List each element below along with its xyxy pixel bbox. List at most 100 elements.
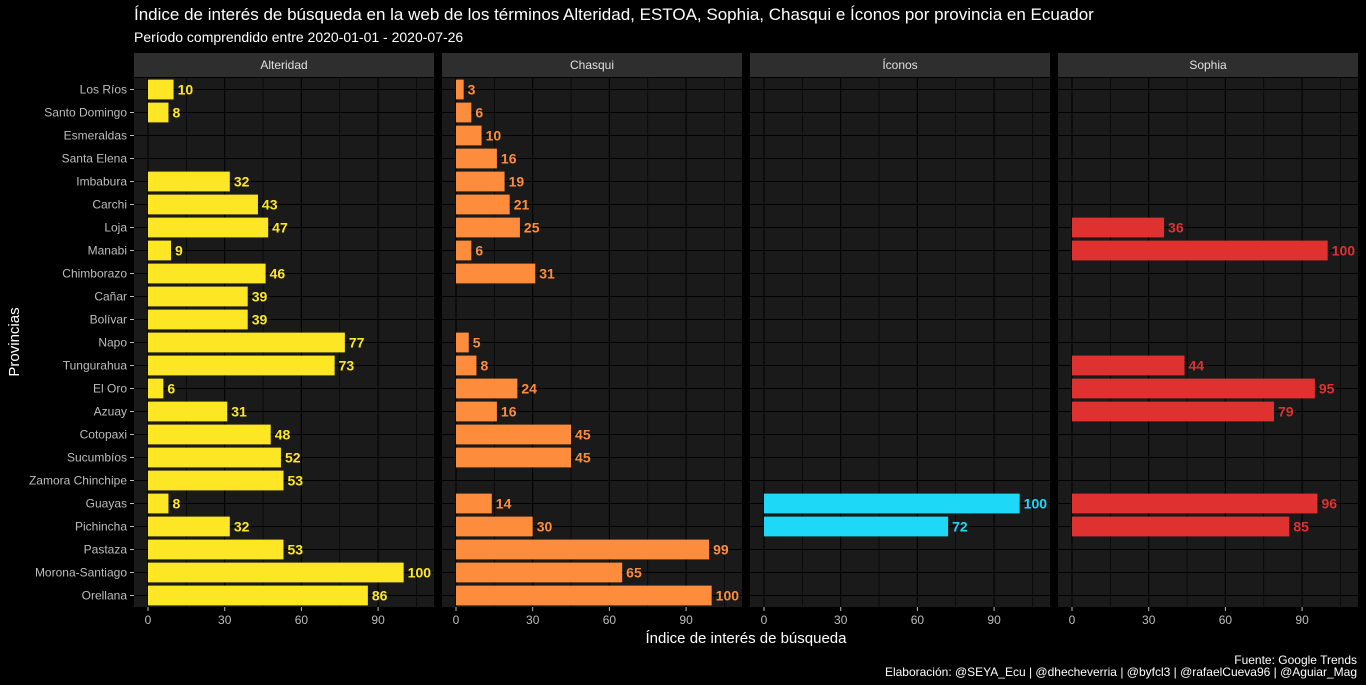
x-tick-label: 90 [679, 613, 693, 627]
bar-chasqui-los-rios [456, 79, 464, 100]
data-label: 86 [372, 588, 388, 604]
bar-alteridad-pastaza [148, 539, 284, 560]
bar-alteridad-napo [148, 332, 345, 353]
data-label: 5 [473, 335, 481, 351]
y-tick-label: Cotopaxi [80, 428, 127, 442]
bar-chasqui-chimborazo [456, 263, 536, 284]
x-tick-label: 30 [1142, 613, 1156, 627]
facet-label-iconos: Íconos [882, 57, 917, 72]
y-tick-label: Santo Domingo [44, 106, 127, 120]
y-axis-title: Provincias [6, 307, 23, 376]
data-label: 8 [172, 105, 180, 121]
data-label: 21 [514, 197, 530, 213]
data-label: 53 [288, 473, 304, 489]
data-label: 43 [262, 197, 278, 213]
y-tick-label: Guayas [86, 497, 127, 511]
data-label: 14 [496, 496, 512, 512]
y-tick-label: Los Ríos [80, 83, 127, 97]
data-label: 24 [521, 381, 537, 397]
bar-alteridad-manabi [148, 240, 172, 261]
bar-chasqui-guayas [456, 493, 492, 514]
bar-chasqui-napo [456, 332, 469, 353]
bar-chasqui-imbabura [456, 171, 505, 192]
data-label: 8 [480, 358, 488, 374]
bar-alteridad-bolivar [148, 309, 248, 330]
data-label: 25 [524, 220, 540, 236]
data-label: 65 [626, 565, 642, 581]
data-label: 19 [509, 174, 525, 190]
x-tick-label: 0 [145, 613, 152, 627]
bar-chasqui-esmeraldas [456, 125, 482, 146]
bar-chasqui-manabi [456, 240, 472, 261]
x-tick-label: 90 [1295, 613, 1309, 627]
data-label: 100 [1024, 496, 1048, 512]
data-label: 32 [234, 174, 250, 190]
bar-chasqui-carchi [456, 194, 510, 215]
bar-sophia-guayas [1072, 493, 1318, 514]
y-tick-label: Chimborazo [62, 267, 127, 281]
bar-chasqui-azuay [456, 401, 497, 422]
data-label: 10 [486, 128, 502, 144]
bar-alteridad-el-oro [148, 378, 164, 399]
bar-chasqui-cotopaxi [456, 424, 572, 445]
x-tick-label: 0 [453, 613, 460, 627]
y-tick-label: Carchi [92, 198, 127, 212]
caption-source: Fuente: Google Trends [1234, 653, 1357, 667]
data-label: 44 [1188, 358, 1204, 374]
data-label: 39 [252, 289, 268, 305]
data-label: 6 [475, 243, 483, 259]
bar-alteridad-santo-domingo [148, 102, 169, 123]
data-label: 16 [501, 151, 517, 167]
bar-sophia-loja [1072, 217, 1165, 238]
bar-chasqui-morona-santiago [456, 562, 623, 583]
data-label: 10 [178, 82, 194, 98]
data-label: 53 [288, 542, 304, 558]
chart-subtitle: Período comprendido entre 2020-01-01 - 2… [134, 29, 464, 45]
data-label: 31 [231, 404, 247, 420]
y-tick-label: Pastaza [84, 543, 128, 557]
bar-iconos-guayas [764, 493, 1020, 514]
bar-chasqui-el-oro [456, 378, 518, 399]
facet-label-chasqui: Chasqui [570, 58, 614, 72]
bar-chasqui-tungurahua [456, 355, 477, 376]
bar-chasqui-pichincha [456, 516, 533, 537]
x-tick-label: 30 [218, 613, 232, 627]
data-label: 45 [575, 450, 591, 466]
chart-title: Índice de interés de búsqueda en la web … [134, 5, 1094, 24]
y-tick-label: Morona-Santiago [35, 566, 127, 580]
x-tick-label: 90 [371, 613, 385, 627]
y-tick-label: Napo [98, 336, 127, 350]
bar-alteridad-carchi [148, 194, 258, 215]
x-tick-label: 30 [526, 613, 540, 627]
y-tick-label: Pichincha [75, 520, 127, 534]
x-tick-label: 90 [987, 613, 1001, 627]
data-label: 9 [175, 243, 183, 259]
bar-alteridad-zamora-chinchipe [148, 470, 284, 491]
bar-alteridad-sucumbios [148, 447, 281, 468]
y-tick-label: Orellana [82, 589, 128, 603]
facet-label-alteridad: Alteridad [260, 58, 307, 72]
data-label: 39 [252, 312, 268, 328]
data-label: 46 [270, 266, 286, 282]
x-tick-label: 0 [761, 613, 768, 627]
data-label: 96 [1321, 496, 1337, 512]
data-label: 3 [468, 82, 476, 98]
y-tick-label: Azuay [94, 405, 127, 419]
bar-alteridad-azuay [148, 401, 228, 422]
x-tick-label: 60 [603, 613, 617, 627]
data-label: 36 [1168, 220, 1184, 236]
y-tick-label: Bolívar [90, 313, 127, 327]
bar-alteridad-pichincha [148, 516, 230, 537]
bar-alteridad-loja [148, 217, 269, 238]
data-label: 99 [713, 542, 729, 558]
facet-label-sophia: Sophia [1189, 58, 1227, 72]
bar-chasqui-santa-elena [456, 148, 497, 169]
data-label: 52 [285, 450, 301, 466]
x-tick-label: 30 [834, 613, 848, 627]
bar-alteridad-canar [148, 286, 248, 307]
bar-sophia-tungurahua [1072, 355, 1185, 376]
bar-chasqui-pastaza [456, 539, 710, 560]
bar-alteridad-orellana [148, 585, 368, 606]
data-label: 100 [408, 565, 432, 581]
data-label: 73 [339, 358, 355, 374]
